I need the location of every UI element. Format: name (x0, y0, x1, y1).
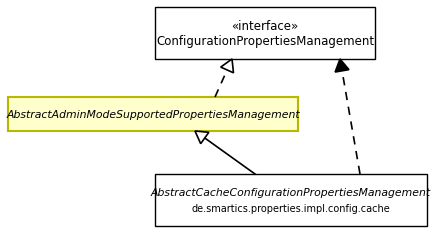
Text: AbstractCacheConfigurationPropertiesManagement: AbstractCacheConfigurationPropertiesMana… (151, 187, 431, 197)
Polygon shape (195, 132, 209, 144)
Bar (8, 98, 298, 132)
Text: de.smartics.properties.impl.config.cache: de.smartics.properties.impl.config.cache (192, 203, 390, 213)
Bar (155, 8, 375, 60)
Bar (155, 174, 427, 226)
Text: ConfigurationPropertiesManagement: ConfigurationPropertiesManagement (156, 35, 374, 48)
Text: «interface»: «interface» (231, 19, 299, 32)
Text: AbstractAdminModeSupportedPropertiesManagement: AbstractAdminModeSupportedPropertiesMana… (6, 110, 300, 119)
Polygon shape (221, 60, 234, 74)
Polygon shape (335, 60, 349, 73)
